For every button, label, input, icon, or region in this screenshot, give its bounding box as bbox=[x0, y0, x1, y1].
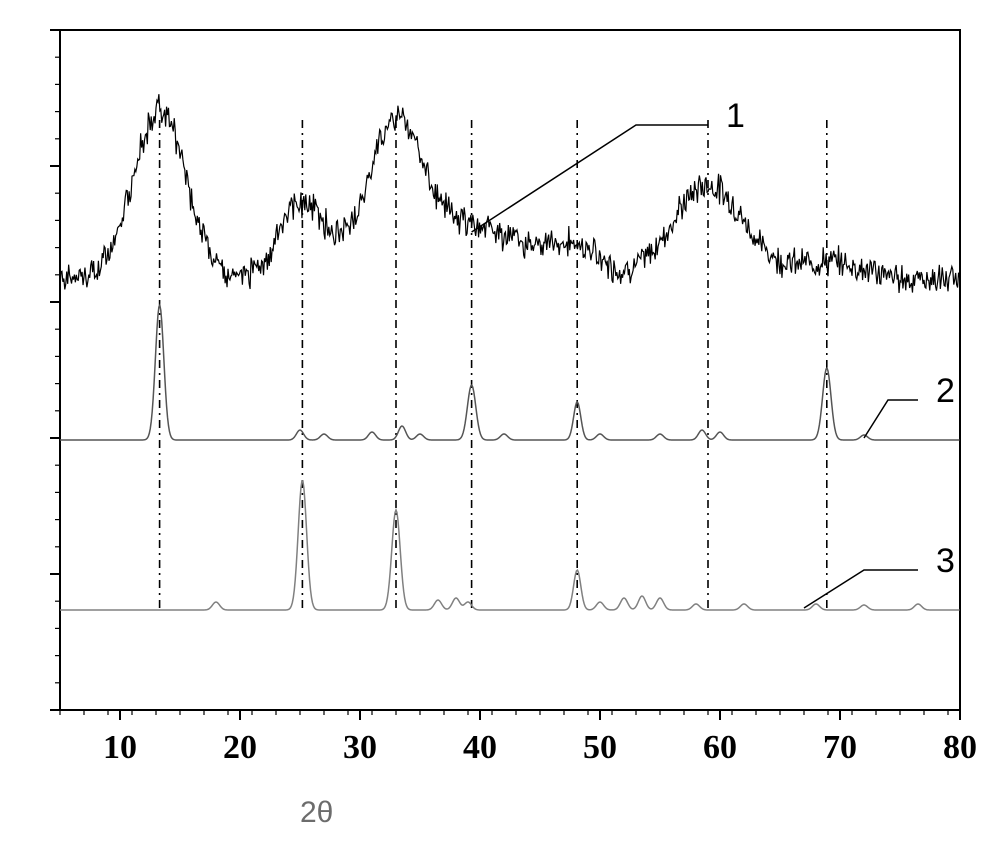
leader-line-2 bbox=[864, 400, 918, 438]
series-1 bbox=[60, 94, 960, 293]
leader-line-1 bbox=[472, 125, 708, 232]
series-label-3: 3 bbox=[936, 542, 955, 580]
plot-frame bbox=[60, 30, 960, 710]
x-tick-label: 40 bbox=[463, 729, 497, 766]
x-tick-label: 60 bbox=[703, 729, 737, 766]
leader-line-3 bbox=[804, 570, 918, 608]
x-tick-label: 30 bbox=[343, 729, 377, 766]
series-label-1: 1 bbox=[726, 97, 745, 135]
x-tick-label: 50 bbox=[583, 729, 617, 766]
x-tick-label: 80 bbox=[943, 729, 977, 766]
series-label-2: 2 bbox=[936, 372, 955, 410]
series-3 bbox=[60, 481, 960, 610]
series-2 bbox=[60, 305, 960, 440]
chart-svg: 10 20 30 40 50 60 70 80 1 2 3 2θ bbox=[0, 0, 1000, 868]
x-tick-label: 20 bbox=[223, 729, 257, 766]
x-axis-label: 2θ bbox=[300, 796, 333, 829]
xrd-chart: 10 20 30 40 50 60 70 80 1 2 3 2θ bbox=[0, 0, 1000, 868]
x-tick-label: 10 bbox=[103, 729, 137, 766]
x-tick-label: 70 bbox=[823, 729, 857, 766]
